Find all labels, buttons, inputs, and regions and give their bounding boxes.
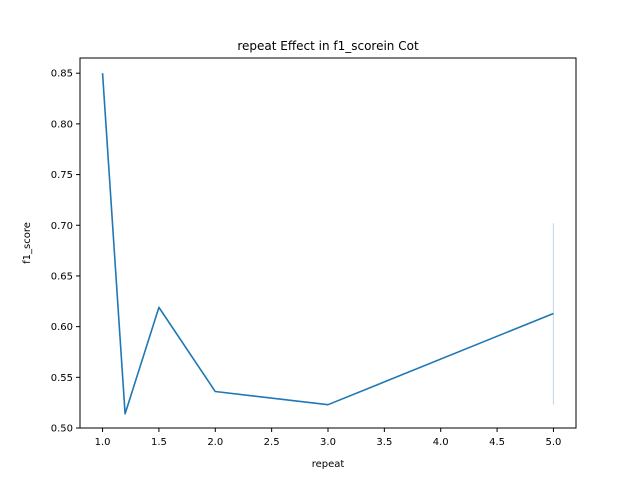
x-tick-label: 1.5 bbox=[151, 437, 167, 448]
series-layer bbox=[101, 73, 555, 415]
y-tick-label: 0.80 bbox=[51, 119, 73, 130]
series-line bbox=[101, 73, 554, 415]
x-tick-label: 4.5 bbox=[489, 437, 505, 448]
x-axis-label: repeat bbox=[312, 459, 345, 470]
y-tick-label: 0.55 bbox=[51, 373, 73, 384]
y-tick-label: 0.65 bbox=[51, 271, 73, 282]
y-tick-label: 0.50 bbox=[51, 424, 73, 435]
x-tick-label: 2.0 bbox=[207, 437, 223, 448]
x-axis: 1.0 1.5 2.0 2.5 3.0 3.5 4.0 4.5 5.0 bbox=[95, 428, 562, 448]
y-axis-label: f1_score bbox=[22, 222, 33, 264]
plot-area bbox=[79, 57, 577, 429]
x-tick-label: 3.0 bbox=[320, 437, 336, 448]
chart-title: repeat Effect in f1_scorein Cot bbox=[237, 39, 419, 53]
y-tick-label: 0.70 bbox=[51, 221, 73, 232]
x-tick-label: 3.5 bbox=[376, 437, 392, 448]
y-tick-label: 0.60 bbox=[51, 322, 73, 333]
y-tick-label: 0.75 bbox=[51, 170, 73, 181]
y-axis: 0.50 0.55 0.60 0.65 0.70 0.75 0.80 0.85 bbox=[51, 69, 80, 435]
x-tick-label: 4.0 bbox=[433, 437, 449, 448]
x-tick-label: 1.0 bbox=[95, 437, 111, 448]
x-tick-label: 2.5 bbox=[264, 437, 280, 448]
y-tick-label: 0.85 bbox=[51, 69, 73, 80]
x-tick-label: 5.0 bbox=[546, 437, 562, 448]
